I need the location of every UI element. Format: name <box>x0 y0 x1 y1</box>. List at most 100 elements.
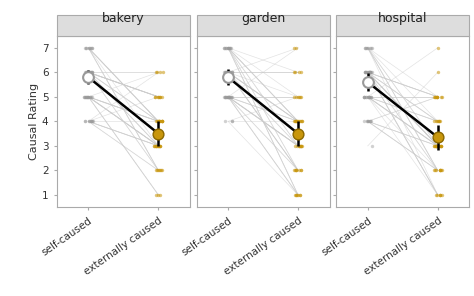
Point <box>360 94 368 99</box>
Point <box>362 45 369 50</box>
Point <box>88 70 96 75</box>
Point <box>82 70 89 75</box>
Point <box>364 70 372 75</box>
Point <box>431 94 438 99</box>
Point <box>433 94 441 99</box>
Point <box>88 119 96 124</box>
Point <box>291 119 299 124</box>
Point <box>361 70 369 75</box>
Point <box>436 144 443 148</box>
Point <box>434 144 442 148</box>
Point <box>225 45 233 50</box>
Point <box>155 94 163 99</box>
Point <box>297 144 304 148</box>
Point <box>366 119 374 124</box>
Point <box>85 45 92 50</box>
Point <box>224 70 231 75</box>
Point <box>81 119 89 124</box>
Point <box>294 193 301 197</box>
Point <box>225 94 233 99</box>
Point <box>83 70 91 75</box>
Point <box>86 119 93 124</box>
Point <box>365 70 373 75</box>
Text: garden: garden <box>241 12 285 25</box>
Point <box>436 193 444 197</box>
Point <box>154 144 162 148</box>
Point <box>435 144 443 148</box>
Point <box>364 70 371 75</box>
Point <box>364 119 371 124</box>
Point <box>156 94 164 99</box>
Point <box>362 94 370 99</box>
Point <box>226 70 233 75</box>
Point <box>220 94 228 99</box>
Point <box>221 45 228 50</box>
Point <box>298 119 306 124</box>
Point <box>153 119 161 124</box>
Point <box>361 70 369 75</box>
Point <box>86 45 93 50</box>
Point <box>290 119 298 124</box>
Point <box>292 45 300 50</box>
Point <box>361 70 369 75</box>
Point <box>436 119 444 124</box>
Point <box>87 94 95 99</box>
Point <box>363 119 371 124</box>
Point <box>220 45 228 50</box>
Point <box>295 144 303 148</box>
Point <box>155 144 162 148</box>
Point <box>158 119 165 124</box>
Point <box>155 144 163 148</box>
Point <box>151 94 158 99</box>
Point <box>225 94 232 99</box>
Point <box>155 131 162 136</box>
Point <box>225 70 233 75</box>
Point <box>298 144 306 148</box>
Point <box>154 119 162 124</box>
Point <box>152 144 160 148</box>
Point <box>153 119 160 124</box>
Point <box>226 94 233 99</box>
Point <box>220 70 228 75</box>
Point <box>292 119 300 124</box>
Point <box>437 94 445 99</box>
Point <box>363 45 371 50</box>
Point <box>155 119 163 124</box>
Point <box>292 193 300 197</box>
Point <box>297 168 305 173</box>
Point <box>154 119 162 124</box>
Point <box>88 94 96 99</box>
Point <box>85 45 92 50</box>
Point <box>364 119 372 124</box>
Point <box>360 94 368 99</box>
Point <box>86 94 94 99</box>
Point <box>364 94 372 99</box>
Point <box>84 70 91 75</box>
Point <box>84 94 91 99</box>
Point <box>150 144 158 148</box>
Point <box>221 70 229 75</box>
Point <box>366 94 374 99</box>
Point <box>367 119 374 124</box>
Point <box>153 70 161 75</box>
Point <box>434 119 441 124</box>
Point <box>85 70 93 75</box>
Point <box>290 70 298 75</box>
Point <box>292 168 300 173</box>
Point <box>224 94 232 99</box>
Point <box>225 45 232 50</box>
Point <box>432 144 440 148</box>
Point <box>228 94 236 99</box>
Point <box>228 70 236 75</box>
Point <box>158 119 166 124</box>
Point <box>437 193 444 197</box>
Point <box>368 144 375 148</box>
Point <box>365 70 373 75</box>
Point <box>363 94 370 99</box>
Point <box>226 70 234 75</box>
Point <box>152 144 160 148</box>
Y-axis label: Causal Rating: Causal Rating <box>29 83 39 160</box>
Point <box>87 70 94 75</box>
Point <box>296 144 304 148</box>
Point <box>293 119 301 124</box>
